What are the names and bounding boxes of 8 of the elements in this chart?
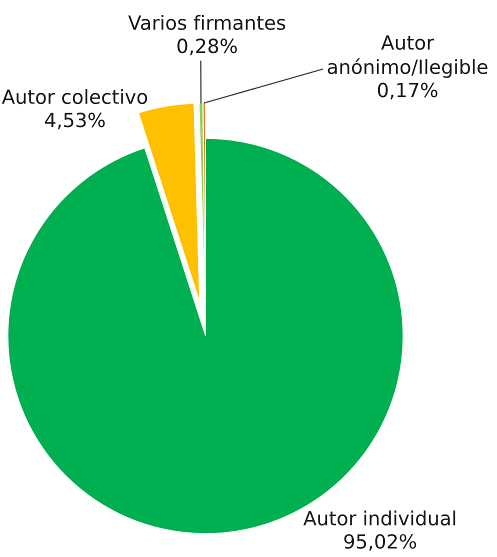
data-label: 0,28% — [177, 38, 237, 56]
data-label: 0,17% — [378, 82, 438, 100]
data-label: 95,02% — [344, 534, 416, 551]
slice-label: Autor anónimo/Ilegible — [328, 35, 488, 78]
slice-label: Autor individual — [303, 510, 456, 526]
slice-label: Varios firmantes — [128, 14, 286, 30]
data-label: 4,53% — [45, 112, 105, 130]
slice-label: Autor colectivo — [2, 89, 148, 104]
